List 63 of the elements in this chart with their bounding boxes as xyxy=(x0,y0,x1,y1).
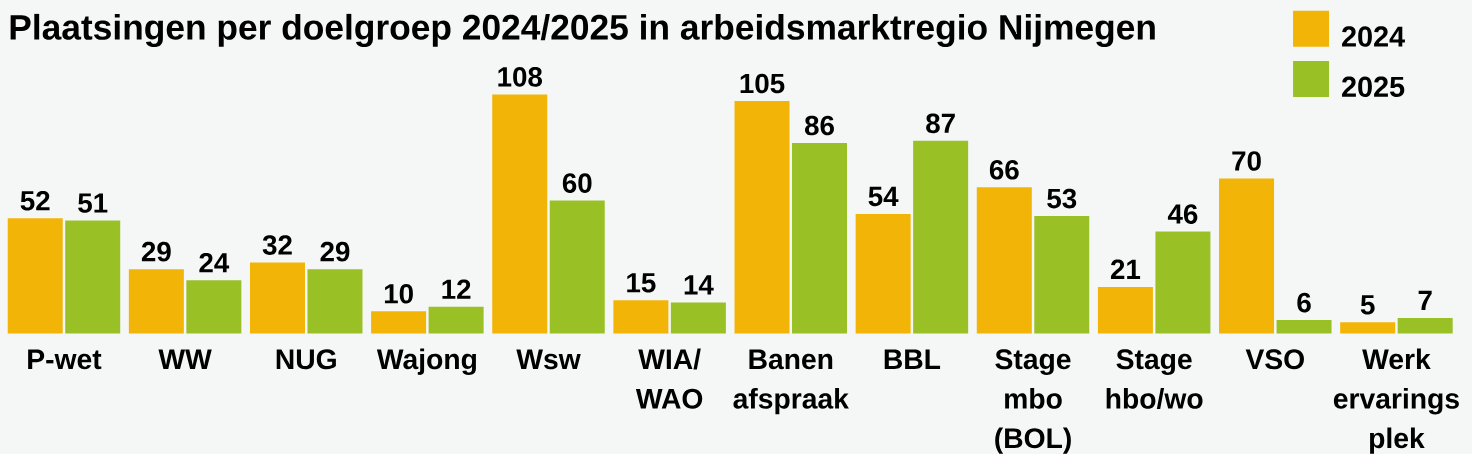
data-label: 12 xyxy=(442,279,471,299)
data-label: 87 xyxy=(926,113,955,134)
bar xyxy=(1340,322,1396,334)
bar xyxy=(913,140,969,334)
bar xyxy=(249,262,305,334)
data-label: 10 xyxy=(384,283,413,304)
bar xyxy=(1219,178,1275,334)
data-label: 32 xyxy=(262,235,292,255)
data-label: 46 xyxy=(1167,204,1198,224)
x-tick-label: Stage hbo/wo xyxy=(1106,349,1203,410)
bar xyxy=(613,300,669,334)
bar xyxy=(1155,231,1211,334)
data-label: 66 xyxy=(989,159,1019,180)
x-tick-label: WIA/ WAO xyxy=(635,348,703,409)
bar xyxy=(549,200,605,334)
data-label: 29 xyxy=(141,241,171,262)
x-tick-label: VSO xyxy=(1245,349,1304,370)
chart-title: Plaatsingen per doelgroep 2024/2025 in arbeidsmarktregio Nijmegen xyxy=(10,13,1155,47)
data-label: 54 xyxy=(868,186,899,207)
bar xyxy=(1397,317,1453,334)
bar xyxy=(1097,286,1153,334)
x-tick-label: Wajong xyxy=(376,348,476,375)
data-label: 29 xyxy=(320,241,350,262)
bar xyxy=(186,280,242,334)
bar xyxy=(128,269,184,334)
data-label: 60 xyxy=(562,173,592,193)
bar xyxy=(670,302,726,334)
data-label: 51 xyxy=(78,193,108,213)
bar xyxy=(855,213,911,334)
data-label: 5 xyxy=(1360,295,1375,315)
x-tick-label: Stage mbo (BOL) xyxy=(995,349,1071,454)
x-tick-label: NUG xyxy=(276,349,336,370)
data-label: 52 xyxy=(20,190,50,211)
data-label: 7 xyxy=(1418,290,1432,310)
x-tick-label: BBL xyxy=(884,349,941,369)
bar xyxy=(371,311,427,334)
x-tick-label: Wsw xyxy=(516,349,581,370)
bar xyxy=(1034,216,1090,334)
data-label: 6 xyxy=(1297,292,1311,313)
data-label: 24 xyxy=(199,252,230,273)
x-tick-label: Banen afspraak xyxy=(733,349,849,415)
x-tick-label: WW xyxy=(158,349,212,369)
data-label: 53 xyxy=(1047,188,1077,209)
bar xyxy=(792,143,848,334)
data-label: 14 xyxy=(684,275,714,295)
bar xyxy=(307,269,363,334)
x-tick-label: Werk ervarings plek xyxy=(1333,348,1459,454)
data-label: 21 xyxy=(1110,259,1141,279)
bar xyxy=(65,220,121,334)
bar xyxy=(428,306,484,334)
x-tick-label: P-wet xyxy=(28,349,102,370)
legend-label: 2024 xyxy=(1342,26,1405,47)
legend-label: 2025 xyxy=(1342,76,1405,97)
data-label: 70 xyxy=(1232,151,1261,171)
data-label: 86 xyxy=(804,115,834,136)
bar xyxy=(7,218,63,334)
data-label: 108 xyxy=(498,67,543,87)
data-label: 15 xyxy=(627,273,656,293)
bar xyxy=(734,101,790,334)
bar xyxy=(976,187,1032,334)
bar xyxy=(1276,320,1332,334)
bar xyxy=(492,94,548,334)
data-label: 105 xyxy=(740,73,785,94)
